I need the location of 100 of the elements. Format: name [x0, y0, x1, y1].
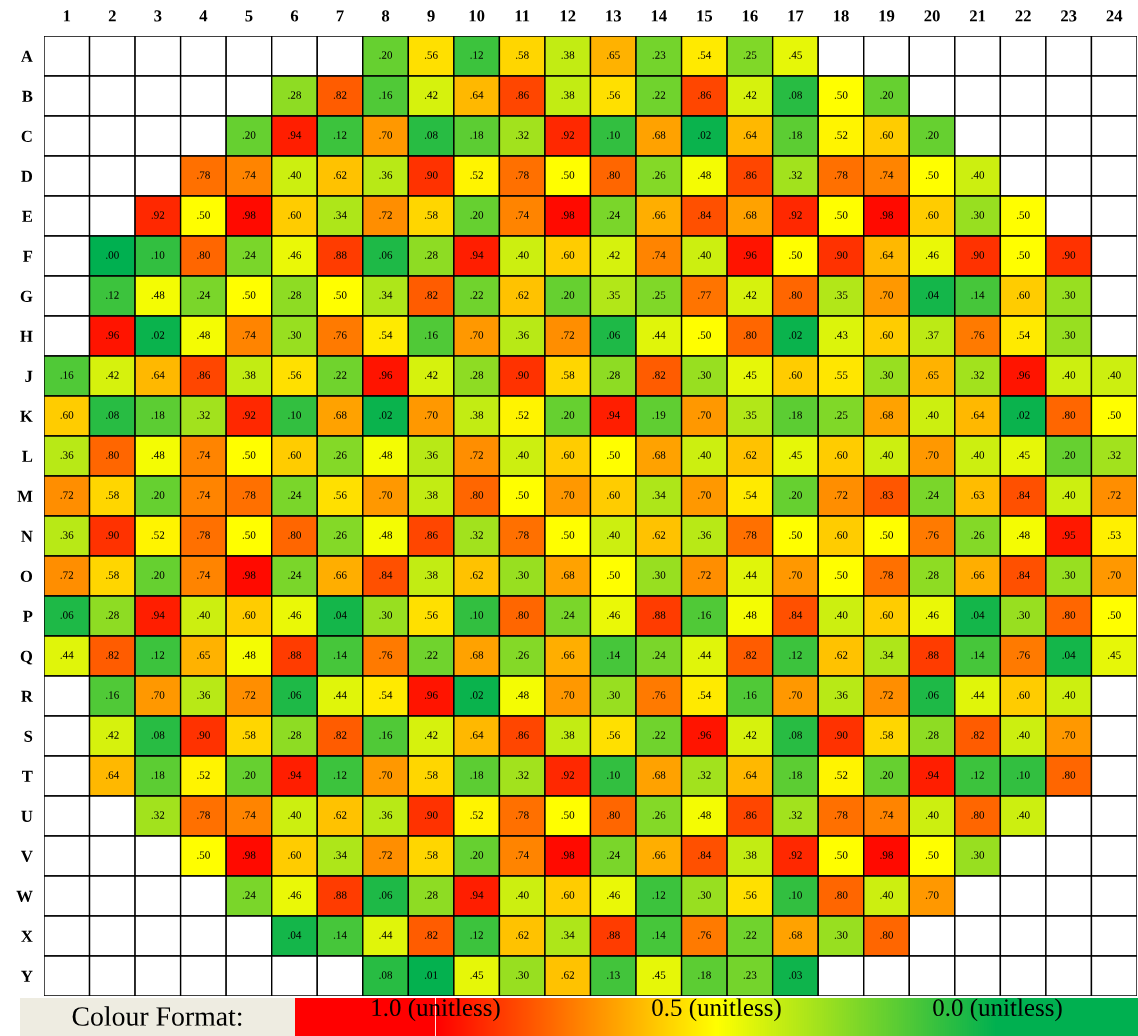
- data-label: .84: [698, 211, 712, 219]
- data-label: .50: [607, 571, 620, 579]
- data-label: .80: [106, 451, 119, 459]
- data-label: .02: [789, 331, 802, 339]
- data-label: .94: [925, 771, 939, 779]
- data-label: .88: [288, 651, 301, 659]
- data-label: .64: [470, 91, 484, 99]
- data-label: .45: [743, 371, 757, 379]
- data-label: .64: [470, 731, 484, 739]
- x-tick-label: 24: [1106, 10, 1123, 22]
- data-label: .58: [880, 731, 894, 739]
- data-label: .65: [197, 651, 210, 659]
- data-label: .36: [515, 331, 529, 339]
- data-label: .24: [242, 891, 256, 899]
- data-label: .34: [333, 851, 347, 859]
- data-label: .50: [789, 531, 802, 539]
- data-label: .80: [834, 891, 848, 899]
- x-tick-label: 18: [833, 10, 849, 22]
- data-label: .72: [834, 491, 848, 499]
- data-label: .62: [515, 931, 529, 939]
- data-label: .68: [561, 571, 575, 579]
- data-label: .14: [607, 651, 621, 659]
- data-label: .86: [424, 531, 438, 539]
- data-label: .46: [288, 611, 302, 619]
- data-label: .76: [925, 531, 939, 539]
- data-label: .18: [470, 771, 484, 779]
- data-label: .77: [698, 291, 711, 299]
- data-label: .60: [880, 331, 894, 339]
- data-label: .94: [470, 891, 484, 899]
- data-label: .60: [60, 411, 74, 419]
- data-label: .50: [925, 851, 939, 859]
- data-label: .46: [607, 611, 620, 619]
- y-tick-label: N: [21, 530, 33, 542]
- data-label: .90: [971, 251, 985, 259]
- data-label: .50: [515, 491, 529, 499]
- x-tick-label: 16: [742, 10, 758, 22]
- x-tick-label: 3: [154, 10, 162, 22]
- y-tick-label: E: [22, 210, 33, 222]
- data-label: .92: [242, 411, 256, 419]
- data-label: .34: [652, 491, 666, 499]
- data-label: .44: [698, 651, 712, 659]
- data-label: .50: [333, 291, 347, 299]
- data-label: .48: [197, 331, 210, 339]
- data-label: .94: [470, 251, 484, 259]
- data-label: .82: [333, 91, 347, 99]
- data-label: .18: [789, 411, 802, 419]
- data-label: .96: [424, 691, 438, 699]
- y-tick-label: T: [22, 770, 33, 782]
- data-label: .98: [880, 211, 894, 219]
- data-label: .48: [151, 451, 165, 459]
- data-label: .58: [106, 571, 119, 579]
- data-label: .90: [197, 731, 210, 739]
- data-label: .10: [1016, 771, 1030, 779]
- data-label: .30: [698, 891, 711, 899]
- data-label: .40: [288, 171, 301, 179]
- data-label: .40: [925, 411, 939, 419]
- data-label: .80: [470, 491, 484, 499]
- data-label: .30: [1016, 611, 1030, 619]
- data-label: .16: [424, 331, 438, 339]
- data-label: .84: [1016, 491, 1030, 499]
- data-label: .46: [288, 251, 302, 259]
- data-label: .76: [652, 691, 666, 699]
- data-label: .72: [242, 691, 256, 699]
- data-label: .54: [379, 691, 393, 699]
- data-label: .04: [288, 931, 302, 939]
- data-label: .70: [698, 491, 711, 499]
- data-label: .20: [470, 851, 484, 859]
- data-label: .16: [106, 691, 119, 699]
- data-label: .82: [333, 731, 347, 739]
- data-label: .28: [470, 371, 484, 379]
- data-label: .16: [379, 91, 393, 99]
- data-label: .12: [470, 931, 483, 939]
- data-label: .40: [515, 251, 529, 259]
- data-label: .60: [607, 491, 620, 499]
- data-label: .12: [151, 651, 165, 659]
- data-label: .28: [925, 571, 939, 579]
- data-label: .28: [106, 611, 119, 619]
- data-label: .82: [424, 931, 438, 939]
- data-label: .24: [561, 611, 575, 619]
- data-label: .10: [607, 771, 620, 779]
- data-label: .30: [652, 571, 666, 579]
- data-label: .24: [197, 291, 211, 299]
- data-label: .44: [60, 651, 74, 659]
- data-label: .24: [242, 251, 256, 259]
- data-label: .06: [288, 691, 302, 699]
- data-label: .64: [971, 411, 985, 419]
- data-label: .38: [561, 91, 575, 99]
- data-label: .50: [242, 531, 256, 539]
- data-label: .08: [789, 731, 802, 739]
- data-label: .60: [925, 211, 939, 219]
- data-label: .20: [880, 771, 894, 779]
- data-label: .12: [333, 771, 347, 779]
- data-label: .22: [743, 931, 757, 939]
- x-tick-label: 2: [108, 10, 116, 22]
- data-label: .86: [743, 171, 757, 179]
- data-label: .28: [424, 891, 438, 899]
- data-label: .70: [1108, 571, 1121, 579]
- x-tick-label: 19: [879, 10, 895, 22]
- data-label: .76: [1016, 651, 1030, 659]
- data-label: .18: [151, 411, 165, 419]
